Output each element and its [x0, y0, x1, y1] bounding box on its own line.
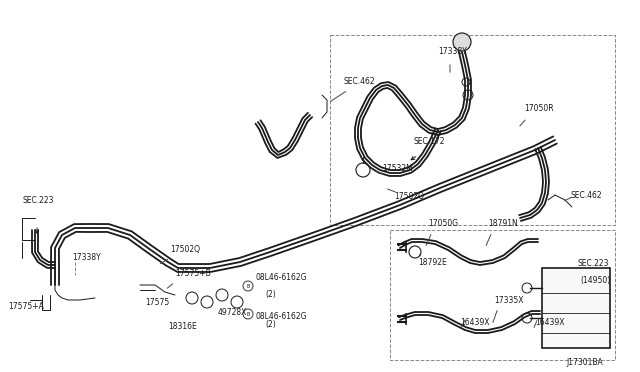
Text: SEC.462: SEC.462: [344, 77, 376, 86]
Circle shape: [453, 33, 471, 51]
Text: SEC.223: SEC.223: [22, 196, 54, 205]
Text: 08L46-6162G: 08L46-6162G: [255, 312, 307, 321]
Text: 18791N: 18791N: [488, 219, 518, 228]
Text: SEC.223: SEC.223: [578, 259, 609, 268]
Text: 18792E: 18792E: [418, 258, 447, 267]
Text: 17575: 17575: [145, 298, 169, 307]
Text: SEC.462: SEC.462: [571, 191, 603, 200]
Text: (2): (2): [265, 290, 276, 299]
Text: J17301BA: J17301BA: [566, 358, 603, 367]
Text: 17338Y: 17338Y: [72, 253, 100, 262]
Text: 17502Q: 17502Q: [170, 245, 200, 254]
Text: 17502Q: 17502Q: [394, 192, 424, 201]
Text: 17335X: 17335X: [494, 296, 524, 305]
Text: B: B: [246, 311, 250, 317]
Bar: [542, 268, 610, 348]
Text: 16439X: 16439X: [460, 318, 490, 327]
Text: (2): (2): [265, 320, 276, 329]
Text: 17338Y: 17338Y: [438, 47, 467, 56]
Text: SEC.172: SEC.172: [414, 137, 445, 146]
Text: 18316E: 18316E: [168, 322, 196, 331]
Text: 16439X: 16439X: [535, 318, 564, 327]
Text: 17575+A: 17575+A: [8, 302, 44, 311]
Text: B: B: [246, 283, 250, 289]
Text: 17575+B: 17575+B: [175, 269, 211, 278]
Text: 17050G: 17050G: [428, 219, 458, 228]
Text: 17532M: 17532M: [382, 164, 413, 173]
Text: 17050R: 17050R: [524, 104, 554, 113]
Text: (14950): (14950): [580, 276, 611, 285]
Text: 49728X: 49728X: [218, 308, 248, 317]
Text: 08L46-6162G: 08L46-6162G: [255, 273, 307, 282]
